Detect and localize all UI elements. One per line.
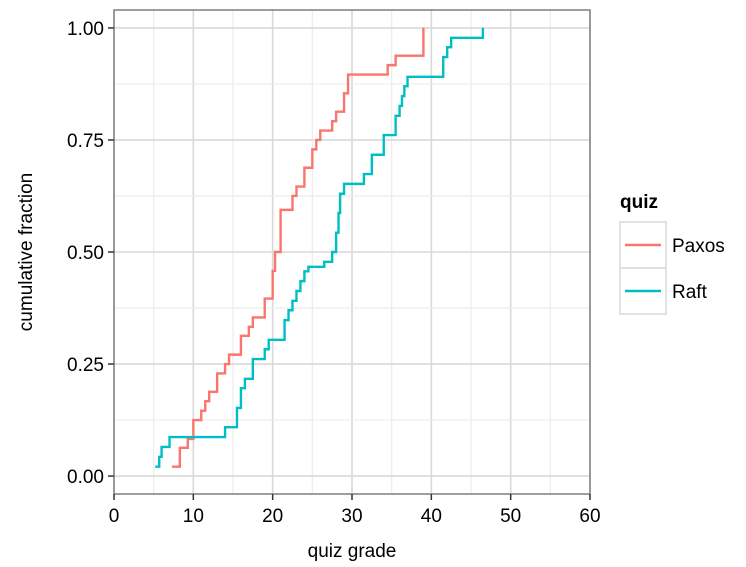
- legend: quiz Paxos Raft: [619, 192, 725, 315]
- legend-title: quiz: [620, 192, 658, 213]
- x-tick-label: 60: [579, 506, 600, 527]
- x-tick-label: 50: [500, 506, 521, 527]
- legend-label-raft: Raft: [672, 282, 708, 303]
- x-tick-label: 20: [262, 506, 283, 527]
- series-line-raft: [155, 27, 485, 468]
- y-tick-label: 0.25: [67, 355, 104, 376]
- x-tick-label: 30: [341, 506, 362, 527]
- legend-label-paxos: Paxos: [672, 236, 725, 257]
- series-line-paxos: [171, 27, 425, 468]
- y-tick-label: 0.50: [67, 243, 104, 264]
- x-tick-label: 0: [109, 506, 120, 527]
- y-tick-label: 0.00: [67, 467, 104, 488]
- axes: 0 10 20 30 40 50 60 0.00 0.25 0.50 0.75 1.00: [67, 19, 601, 527]
- y-axis-title: cumulative fraction: [16, 173, 37, 331]
- x-axis-title: quiz grade: [308, 541, 397, 562]
- x-tick-label: 40: [421, 506, 442, 527]
- y-tick-label: 1.00: [67, 19, 104, 40]
- series-lines: [155, 27, 485, 468]
- y-tick-label: 0.75: [67, 131, 104, 152]
- x-tick-label: 10: [183, 506, 204, 527]
- grid: [113, 10, 591, 494]
